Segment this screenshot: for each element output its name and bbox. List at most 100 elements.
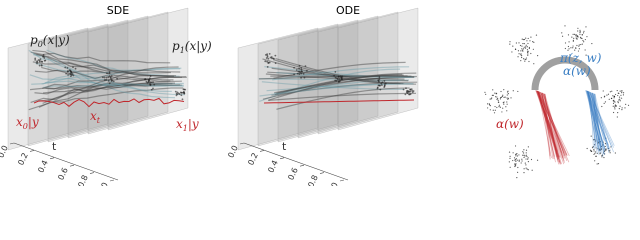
sample [300, 76, 302, 79]
sample [621, 109, 623, 111]
tick-label: 1.0 [96, 181, 110, 186]
sample [506, 103, 508, 105]
sample [572, 33, 574, 36]
sample [522, 154, 524, 156]
red-coupling [537, 90, 562, 164]
sample [575, 37, 577, 39]
sample [487, 107, 489, 109]
sample [109, 77, 112, 80]
sample [64, 66, 67, 69]
sample [496, 98, 498, 100]
sample [525, 57, 528, 59]
sample [503, 101, 505, 103]
joint-label: π(z, w) [559, 51, 602, 65]
trajectory [273, 61, 406, 79]
sample [69, 75, 72, 78]
sample [592, 139, 595, 141]
sample [522, 152, 525, 154]
sample [529, 40, 531, 42]
sample [176, 91, 179, 94]
red-coupling [537, 91, 552, 159]
sample [68, 69, 71, 72]
sample [180, 91, 182, 94]
sample [594, 160, 596, 162]
red-coupling [538, 91, 556, 157]
sample [537, 55, 539, 57]
sample [618, 108, 620, 110]
sample [501, 111, 503, 113]
sample [576, 38, 578, 40]
panel-title: ODE [336, 4, 360, 17]
sample [340, 77, 343, 80]
sample [383, 83, 386, 86]
blue-coupling [585, 90, 606, 151]
red-coupling [542, 93, 565, 157]
sample [613, 99, 615, 101]
plane [257, 23, 339, 147]
blue-coupling [588, 91, 600, 151]
sample [608, 150, 610, 152]
sample [577, 35, 579, 37]
sample [517, 50, 520, 52]
sample [519, 44, 522, 47]
sample [153, 83, 156, 86]
sample [525, 164, 527, 166]
sample [611, 90, 613, 92]
sample [107, 79, 110, 82]
blue-coupling [590, 92, 606, 156]
sample [38, 59, 41, 62]
sample [532, 48, 534, 50]
density-label: p0(x|y) [30, 33, 70, 49]
sample [525, 158, 527, 160]
sample [148, 79, 150, 82]
red-coupling [544, 93, 558, 158]
marginal-label: α(w) [563, 64, 591, 78]
sample [494, 105, 496, 108]
trajectory [276, 87, 410, 110]
sample [512, 90, 514, 92]
red-coupling [538, 91, 561, 165]
sample [266, 60, 268, 63]
trajectory [30, 51, 171, 64]
sample [617, 101, 619, 103]
sample [594, 152, 596, 154]
sample [333, 74, 336, 77]
sample [597, 141, 600, 143]
sample [530, 158, 533, 161]
blue-coupling [588, 91, 602, 154]
sample [527, 157, 529, 159]
red-coupling [536, 90, 568, 156]
sample [409, 90, 412, 93]
sample [149, 75, 152, 78]
sample [411, 89, 414, 92]
sample [520, 162, 522, 164]
sample [516, 153, 518, 155]
t-axis [13, 142, 119, 181]
sample [272, 57, 275, 60]
sample [593, 150, 595, 152]
red-coupling [536, 90, 565, 163]
trajectory [28, 76, 187, 111]
red-coupling [537, 91, 559, 160]
sample [499, 106, 501, 108]
red-coupling [537, 90, 567, 156]
blue-coupling [587, 91, 598, 154]
sample [496, 96, 498, 98]
sample [302, 72, 305, 75]
sample [593, 148, 595, 151]
sample [514, 163, 516, 165]
sample [622, 94, 625, 96]
sample [617, 102, 619, 104]
sample [518, 42, 520, 44]
sample [521, 45, 523, 47]
sample [612, 111, 615, 114]
sample [508, 151, 511, 153]
blue-coupling [587, 91, 602, 147]
sample [265, 57, 268, 59]
blue-coupling [587, 91, 597, 149]
sample [510, 97, 512, 99]
trajectory [38, 87, 184, 108]
sample [527, 169, 529, 171]
trajectory [268, 73, 403, 101]
sample [491, 94, 493, 96]
